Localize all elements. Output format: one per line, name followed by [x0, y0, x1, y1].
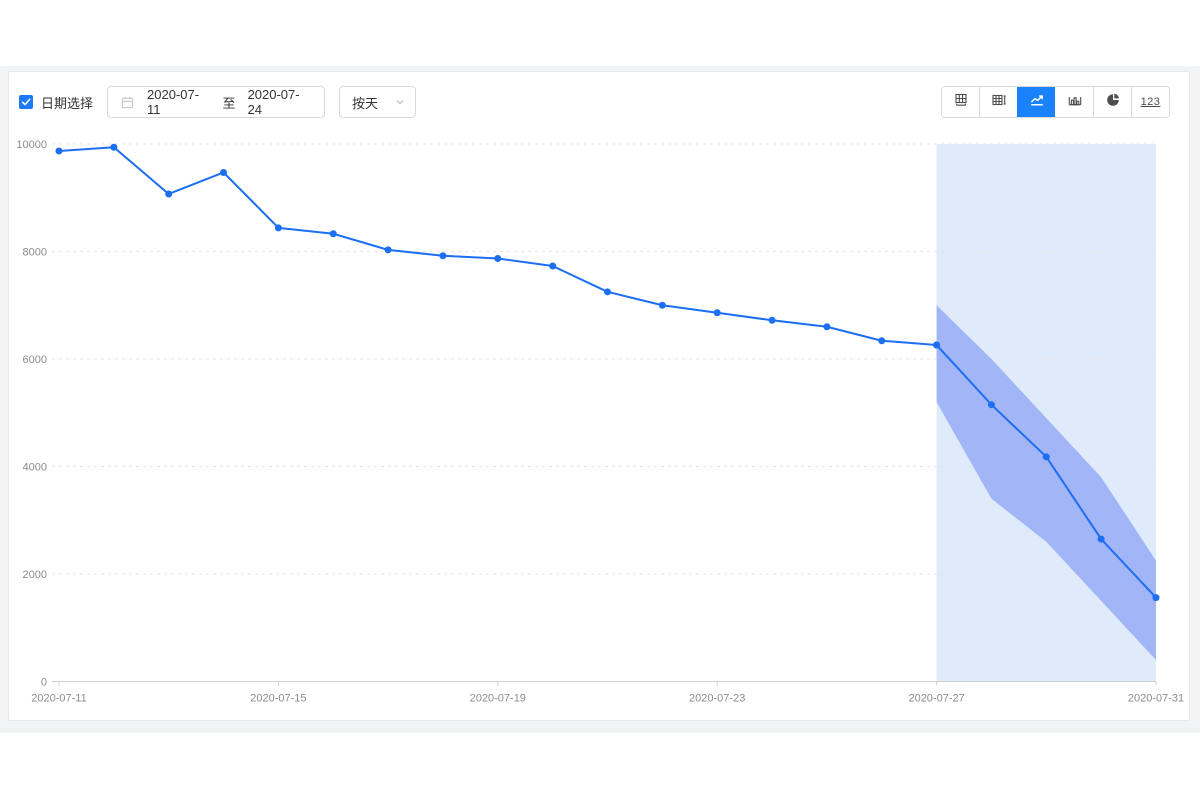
- bar-chart-icon: [1067, 92, 1083, 113]
- chevron-down-icon: [394, 96, 406, 108]
- start-date-value[interactable]: 2020-07-11: [147, 87, 200, 117]
- number-view-label: 123: [1140, 96, 1161, 108]
- pie-chart-icon: [1105, 92, 1121, 113]
- pie-chart-view-button[interactable]: [1093, 87, 1131, 117]
- table-view-button[interactable]: [942, 87, 979, 117]
- svg-text:2020-07-23: 2020-07-23: [689, 693, 745, 705]
- svg-text:0: 0: [41, 677, 47, 689]
- content-panel: 0 2000 4000 6000 8000 10000 2020-07-11 2020-07-…: [0, 66, 1200, 733]
- table-icon: [953, 92, 969, 113]
- granularity-value: 按天: [352, 95, 379, 111]
- bar-chart-view-button[interactable]: [1055, 87, 1093, 117]
- date-range-picker[interactable]: 2020-07-11 至 2020-07-24: [107, 86, 326, 118]
- checkbox-checked-icon[interactable]: [19, 95, 33, 109]
- view-switcher: 123: [941, 86, 1170, 118]
- table-i-icon: [991, 92, 1007, 113]
- svg-text:10000: 10000: [16, 139, 47, 151]
- date-filter-toggle[interactable]: 日期选择: [19, 93, 93, 112]
- number-view-button[interactable]: 123: [1131, 87, 1169, 117]
- svg-text:4000: 4000: [23, 462, 47, 474]
- date-filter-label: 日期选择: [41, 95, 94, 111]
- granularity-select[interactable]: 按天: [339, 86, 417, 118]
- svg-text:2020-07-11: 2020-07-11: [31, 693, 86, 705]
- end-date-value[interactable]: 2020-07-24: [247, 87, 300, 117]
- line-chart-icon: [1029, 92, 1045, 113]
- svg-text:2020-07-19: 2020-07-19: [470, 693, 526, 705]
- calendar-icon: [120, 95, 135, 110]
- svg-text:2020-07-15: 2020-07-15: [250, 693, 306, 705]
- chart-card: 0 2000 4000 6000 8000 10000 2020-07-11 2020-07-…: [8, 71, 1190, 721]
- svg-text:8000: 8000: [23, 247, 47, 259]
- svg-text:2020-07-31: 2020-07-31: [1128, 693, 1184, 705]
- table-detail-view-button[interactable]: [979, 87, 1017, 117]
- svg-text:6000: 6000: [23, 354, 47, 366]
- toolbar: 日期选择 2020-07-11 至 2020-07-24 按天: [9, 72, 1189, 132]
- svg-text:2000: 2000: [23, 569, 47, 581]
- svg-text:2020-07-27: 2020-07-27: [908, 693, 964, 705]
- line-chart-view-button[interactable]: [1017, 87, 1055, 117]
- date-range-separator: 至: [222, 95, 236, 111]
